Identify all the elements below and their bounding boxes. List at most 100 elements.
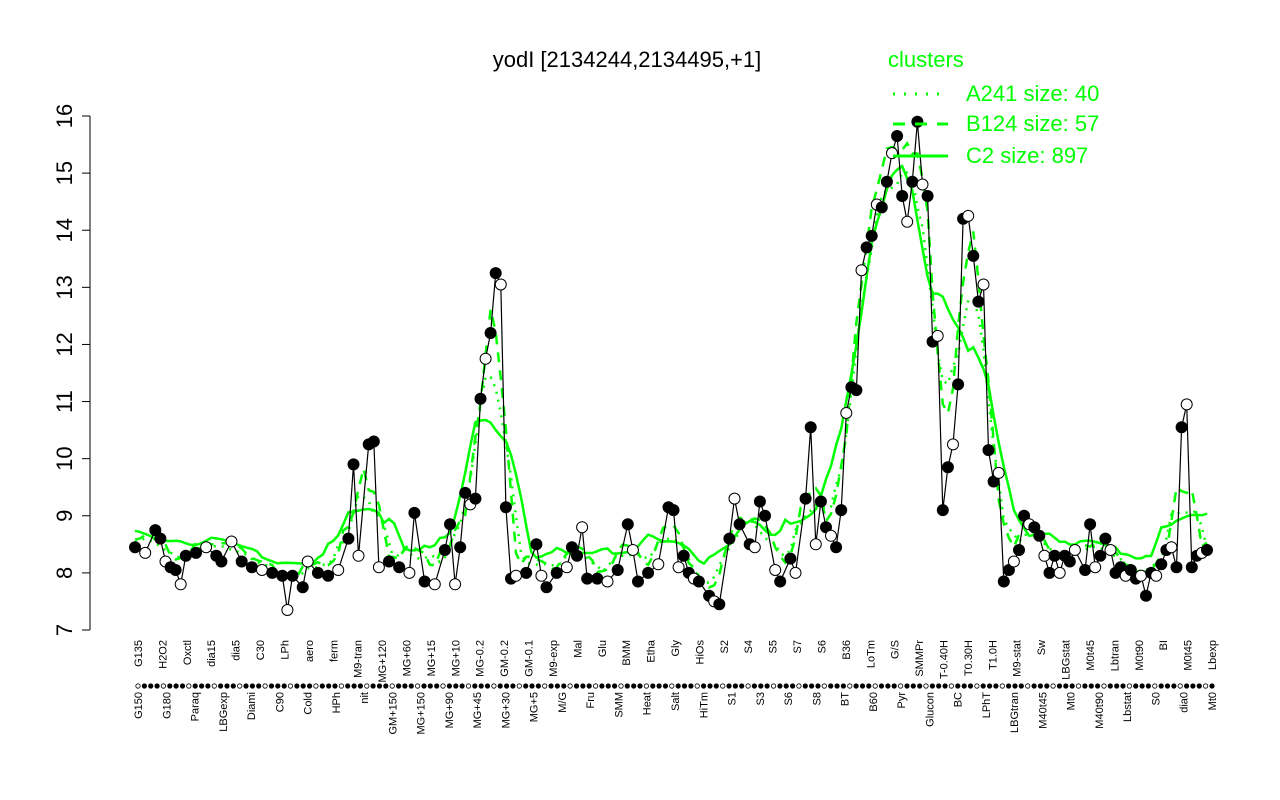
x-label-top-23: HiOs: [694, 640, 706, 665]
x-tick-marker: [395, 683, 402, 689]
data-point: [469, 492, 482, 505]
x-tick-marker: [1031, 683, 1037, 689]
data-point: [372, 561, 385, 574]
data-point: [977, 278, 990, 291]
data-point: [510, 569, 522, 582]
x-tick-marker: [834, 683, 840, 689]
series-line-a241: [134, 171, 1209, 584]
data-point: [891, 130, 904, 142]
x-tick-marker: [523, 683, 529, 689]
x-label-bottom-0: G150: [133, 692, 145, 719]
x-tick-marker: [1209, 683, 1215, 689]
data-point: [723, 532, 736, 545]
data-point: [713, 598, 726, 611]
x-label-bottom-2: Paraq: [190, 692, 202, 721]
x-label-bottom-22: S3: [755, 692, 767, 705]
x-tick-marker: [700, 683, 707, 689]
data-point: [799, 492, 812, 505]
x-label-bottom-8: nit: [359, 692, 371, 704]
x-tick-marker: [364, 683, 370, 689]
data-point: [632, 575, 644, 588]
legend-entry-c2: C2 size: 897: [966, 143, 1088, 168]
data-point: [672, 561, 685, 574]
x-tick-marker: [948, 683, 955, 689]
x-tick-marker: [237, 683, 243, 689]
x-tick-marker: [434, 683, 440, 689]
data-point: [174, 578, 187, 591]
x-tick-marker: [675, 683, 681, 689]
x-label-top-7: aero: [304, 640, 316, 662]
x-tick-marker: [421, 683, 427, 689]
x-label-top-2: Oxctl: [182, 640, 194, 665]
data-point: [367, 435, 380, 448]
x-tick-marker: [1145, 683, 1152, 689]
x-tick-marker: [1177, 683, 1183, 689]
x-label-top-20: BMM: [621, 640, 633, 666]
data-point: [860, 241, 873, 254]
x-label-top-4: dia5: [231, 640, 243, 661]
data-point: [383, 555, 395, 568]
x-tick-marker: [199, 683, 205, 689]
x-label-top-24: S2: [719, 640, 731, 653]
x-tick-marker: [796, 683, 802, 689]
x-tick-marker: [802, 683, 808, 689]
data-point: [245, 561, 258, 574]
x-label-bottom-31: LBGtran: [1009, 692, 1021, 733]
data-point: [581, 572, 594, 585]
x-tick-marker: [1120, 683, 1126, 689]
y-tick-label-16: 16: [52, 104, 77, 128]
x-tick-marker: [662, 683, 669, 689]
x-tick-marker: [764, 683, 770, 689]
data-points: [129, 115, 1213, 616]
data-point: [454, 541, 467, 554]
x-tick-marker: [929, 683, 936, 689]
x-tick-marker: [611, 683, 618, 689]
data-point: [215, 555, 228, 568]
data-point: [540, 581, 553, 594]
data-point: [941, 461, 954, 474]
x-tick-marker: [1114, 683, 1120, 689]
x-label-top-34: T0.30H: [963, 640, 975, 676]
x-label-top-26: S5: [768, 640, 780, 653]
data-point: [550, 566, 563, 579]
data-point: [276, 569, 289, 582]
x-label-bottom-38: Mt0: [1207, 692, 1219, 710]
x-tick-marker: [1164, 683, 1171, 689]
x-tick-marker: [542, 683, 548, 689]
x-label-top-11: MG+60: [402, 640, 414, 676]
data-point: [830, 541, 843, 554]
y-tick-label-8: 8: [52, 567, 77, 579]
x-label-top-18: Mal: [572, 640, 584, 658]
data-point: [332, 564, 345, 576]
x-tick-marker: [669, 683, 675, 689]
x-tick-marker: [872, 683, 878, 689]
data-point: [139, 546, 152, 559]
x-tick-marker: [828, 683, 834, 689]
data-point: [1033, 529, 1046, 542]
data-point: [499, 501, 512, 514]
data-point: [621, 518, 634, 531]
x-tick-marker: [986, 683, 993, 689]
data-point: [322, 569, 335, 582]
data-point: [814, 495, 827, 508]
x-tick-marker: [967, 683, 974, 689]
x-tick-marker: [300, 683, 306, 689]
x-label-top-21: Etha: [646, 639, 658, 663]
x-tick-marker: [294, 683, 300, 689]
x-label-top-22: Gly: [670, 640, 682, 657]
series-line-b124: [134, 140, 1208, 589]
x-tick-marker: [631, 683, 637, 689]
x-label-top-31: G/S: [890, 640, 902, 659]
x-tick-marker: [160, 683, 166, 689]
x-tick-marker: [586, 683, 592, 689]
x-tick-marker: [1152, 683, 1158, 689]
data-point: [418, 575, 431, 588]
data-point: [225, 535, 238, 548]
x-tick-marker: [1107, 683, 1113, 689]
x-tick-marker: [650, 683, 656, 689]
x-tick-marker: [847, 683, 853, 689]
x-tick-marker: [739, 683, 745, 689]
x-tick-marker: [497, 683, 503, 689]
data-point: [403, 566, 416, 579]
